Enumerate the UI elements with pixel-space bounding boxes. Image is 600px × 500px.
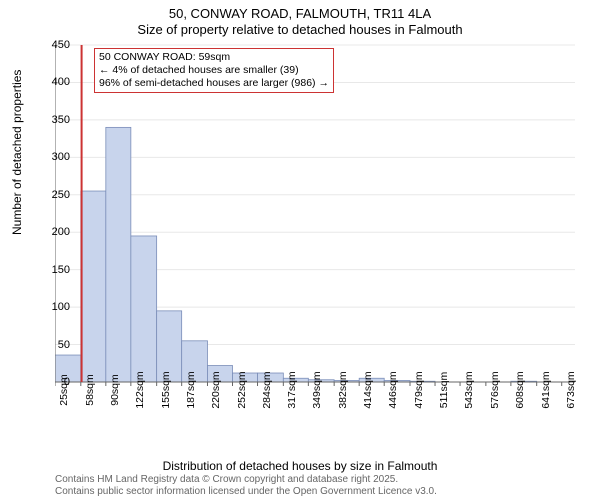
y-tick-label: 200 xyxy=(40,226,70,238)
x-tick-label: 284sqm xyxy=(261,371,273,408)
x-tick-label: 479sqm xyxy=(413,371,425,408)
y-tick-label: 250 xyxy=(40,189,70,201)
x-tick-label: 349sqm xyxy=(311,371,323,408)
title-main: 50, CONWAY ROAD, FALMOUTH, TR11 4LA xyxy=(0,0,600,21)
y-axis-label: Number of detached properties xyxy=(10,70,24,235)
x-tick-label: 382sqm xyxy=(337,371,349,408)
x-tick-label: 122sqm xyxy=(134,371,146,408)
y-tick-label: 50 xyxy=(40,339,70,351)
x-tick-label: 641sqm xyxy=(540,371,552,408)
callout-line2: ← 4% of detached houses are smaller (39) xyxy=(99,64,329,77)
callout-line3: 96% of semi-detached houses are larger (… xyxy=(99,77,329,90)
x-tick-label: 414sqm xyxy=(362,371,374,408)
footer-line1: Contains HM Land Registry data © Crown c… xyxy=(55,474,437,486)
callout-box: 50 CONWAY ROAD: 59sqm ← 4% of detached h… xyxy=(94,48,334,93)
x-tick-label: 511sqm xyxy=(438,372,450,409)
y-tick-label: 150 xyxy=(40,264,70,276)
histogram-plot xyxy=(55,42,580,427)
chart-area xyxy=(55,42,580,427)
x-tick-label: 25sqm xyxy=(58,374,70,406)
footer-line2: Contains public sector information licen… xyxy=(55,486,437,498)
y-tick-label: 100 xyxy=(40,301,70,313)
x-tick-label: 576sqm xyxy=(489,371,501,408)
x-axis-label: Distribution of detached houses by size … xyxy=(0,459,600,473)
x-tick-label: 90sqm xyxy=(109,374,121,406)
x-tick-label: 220sqm xyxy=(210,371,222,408)
x-tick-label: 187sqm xyxy=(185,371,197,408)
x-tick-label: 543sqm xyxy=(463,371,475,408)
title-sub: Size of property relative to detached ho… xyxy=(0,21,600,37)
x-tick-label: 58sqm xyxy=(84,374,96,406)
x-tick-label: 155sqm xyxy=(160,371,172,408)
y-tick-label: 400 xyxy=(40,76,70,88)
x-tick-label: 673sqm xyxy=(565,371,577,408)
callout-line1: 50 CONWAY ROAD: 59sqm xyxy=(99,51,329,64)
x-tick-label: 608sqm xyxy=(514,371,526,408)
y-tick-label: 300 xyxy=(40,151,70,163)
footer: Contains HM Land Registry data © Crown c… xyxy=(55,474,437,498)
y-tick-label: 350 xyxy=(40,114,70,126)
x-tick-label: 252sqm xyxy=(236,371,248,408)
x-tick-label: 446sqm xyxy=(387,371,399,408)
y-tick-label: 450 xyxy=(40,39,70,51)
x-tick-label: 317sqm xyxy=(286,371,298,408)
